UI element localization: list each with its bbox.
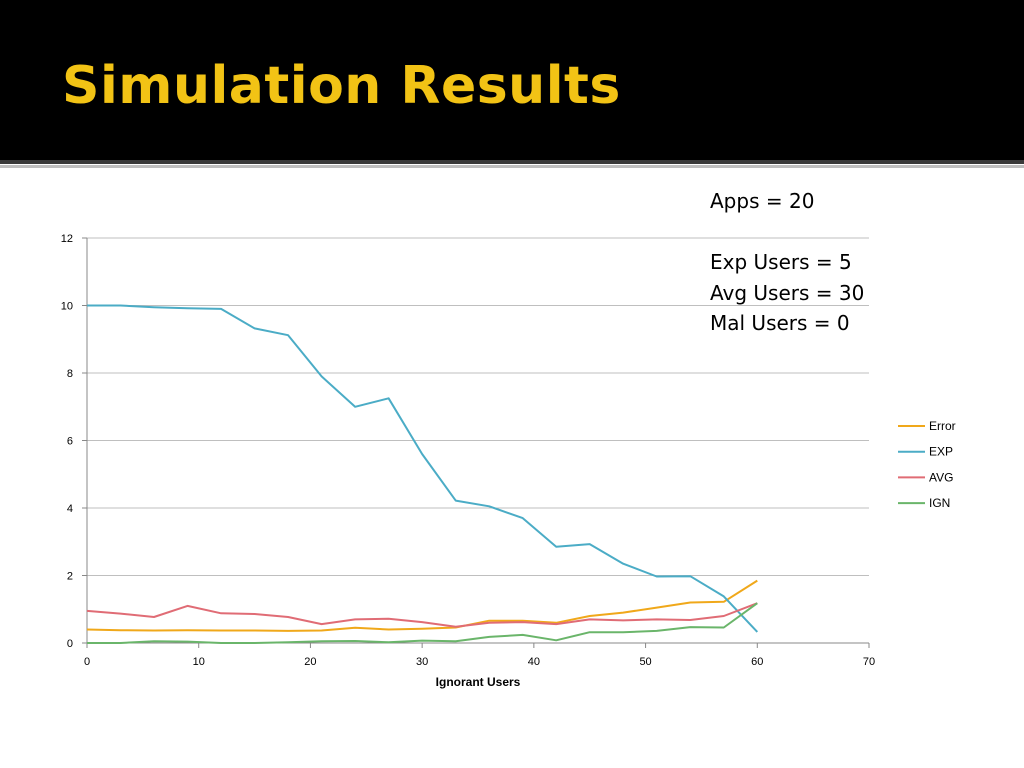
title-bar: [0, 0, 1024, 160]
x-tick-label: 50: [639, 656, 651, 668]
param-avg-users: Avg Users = 30: [710, 280, 865, 305]
series-line-exp: [87, 304, 759, 633]
legend-label-exp: EXP: [929, 445, 953, 459]
y-tick-label: 6: [67, 436, 73, 448]
axes: 0 2 4 6 8 10 12 0 10 20 30 40 50 60 70: [61, 233, 875, 668]
series-line-error: [86, 579, 758, 632]
y-tick-label: 0: [67, 638, 73, 650]
y-tick-label: 12: [61, 233, 73, 245]
param-apps: Apps = 20: [710, 189, 815, 213]
series-lines: [86, 304, 759, 644]
param-exp-users: Exp Users = 5: [710, 250, 852, 274]
x-tick-label: 30: [416, 656, 428, 668]
series-line-ign: [87, 602, 758, 644]
series-line-avg: [86, 602, 758, 628]
y-tick-label: 8: [67, 368, 73, 380]
grid-lines: [87, 237, 869, 576]
legend-label-avg: AVG: [929, 470, 953, 484]
y-tick-label: 2: [67, 571, 73, 583]
x-tick-label: 70: [863, 656, 875, 668]
legend-label-error: Error: [929, 419, 956, 433]
simulation-parameters: Apps = 20 Exp Users = 5 Avg Users = 30 M…: [710, 186, 864, 339]
header-divider-light: [0, 165, 1024, 168]
x-tick-label: 0: [84, 656, 90, 668]
param-mal-users: Mal Users = 0: [710, 311, 850, 335]
y-tick-label: 10: [61, 301, 73, 313]
legend-label-ign: IGN: [929, 496, 950, 510]
x-axis-label: Ignorant Users: [436, 675, 521, 689]
x-tick-label: 20: [304, 656, 316, 668]
header-divider: [0, 160, 1024, 164]
x-tick-label: 40: [528, 656, 540, 668]
x-tick-label: 60: [751, 656, 763, 668]
y-tick-label: 4: [67, 503, 73, 515]
slide-title: Simulation Results: [62, 56, 621, 116]
x-tick-label: 10: [193, 656, 205, 668]
legend: Error EXP AVG IGN: [898, 419, 956, 510]
